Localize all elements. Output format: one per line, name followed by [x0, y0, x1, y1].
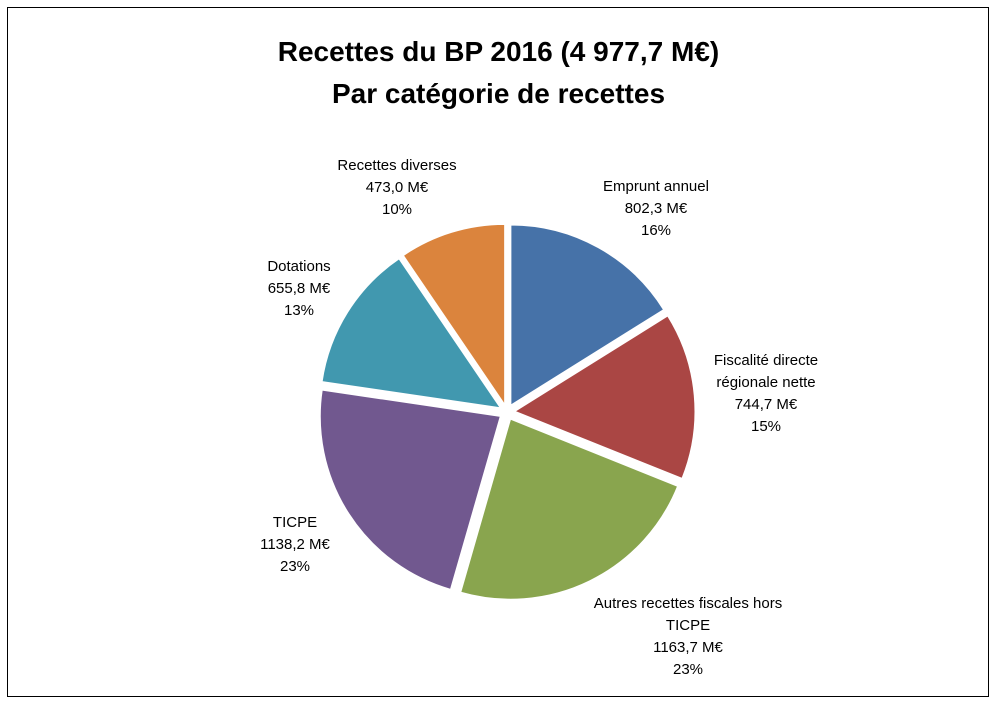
percentage-label: 23%	[672, 661, 704, 678]
category-label: Dotations	[267, 258, 331, 275]
slice-label: Dotations 655,8 M€ 13%	[239, 256, 359, 322]
category-label: Emprunt annuel	[603, 178, 709, 195]
pie-slice	[513, 315, 696, 480]
pie-slice	[510, 224, 665, 406]
slice-label: Recettes diverses 473,0 M€ 10%	[317, 155, 477, 221]
value-label: 473,0 M€	[365, 179, 429, 196]
slice-label: Emprunt annuel 802,3 M€ 16%	[576, 176, 736, 242]
percentage-label: 13%	[283, 302, 315, 319]
value-label: 655,8 M€	[267, 280, 331, 297]
value-label: 802,3 M€	[624, 200, 688, 217]
value-label: 744,7 M€	[734, 396, 798, 413]
percentage-label: 10%	[381, 201, 413, 218]
category-label: Fiscalité directe régionale nette	[713, 352, 819, 391]
pie-slice	[402, 223, 506, 406]
percentage-label: 15%	[750, 418, 782, 435]
chart-frame	[7, 7, 989, 697]
slice-label: TICPE 1138,2 M€ 23%	[235, 512, 355, 578]
chart-title: Recettes du BP 2016 (4 977,7 M€)	[277, 36, 720, 67]
value-label: 1138,2 M€	[260, 536, 330, 553]
pie-slice	[321, 258, 502, 409]
category-label: TICPE	[272, 514, 318, 531]
category-label: Autres recettes fiscales hors TICPE	[593, 595, 783, 634]
percentage-label: 23%	[279, 558, 311, 575]
pie-slice	[460, 418, 679, 600]
slice-label: Fiscalité directe régionale nette 744,7 M…	[691, 350, 841, 438]
chart-subtitle: Par catégorie de recettes	[331, 78, 666, 109]
percentage-label: 16%	[640, 222, 672, 239]
slice-label: Autres recettes fiscales hors TICPE 1163,…	[588, 593, 788, 681]
value-label: 1163,7 M€	[653, 639, 723, 656]
pie-slice	[319, 389, 501, 590]
category-label: Recettes diverses	[337, 157, 457, 174]
